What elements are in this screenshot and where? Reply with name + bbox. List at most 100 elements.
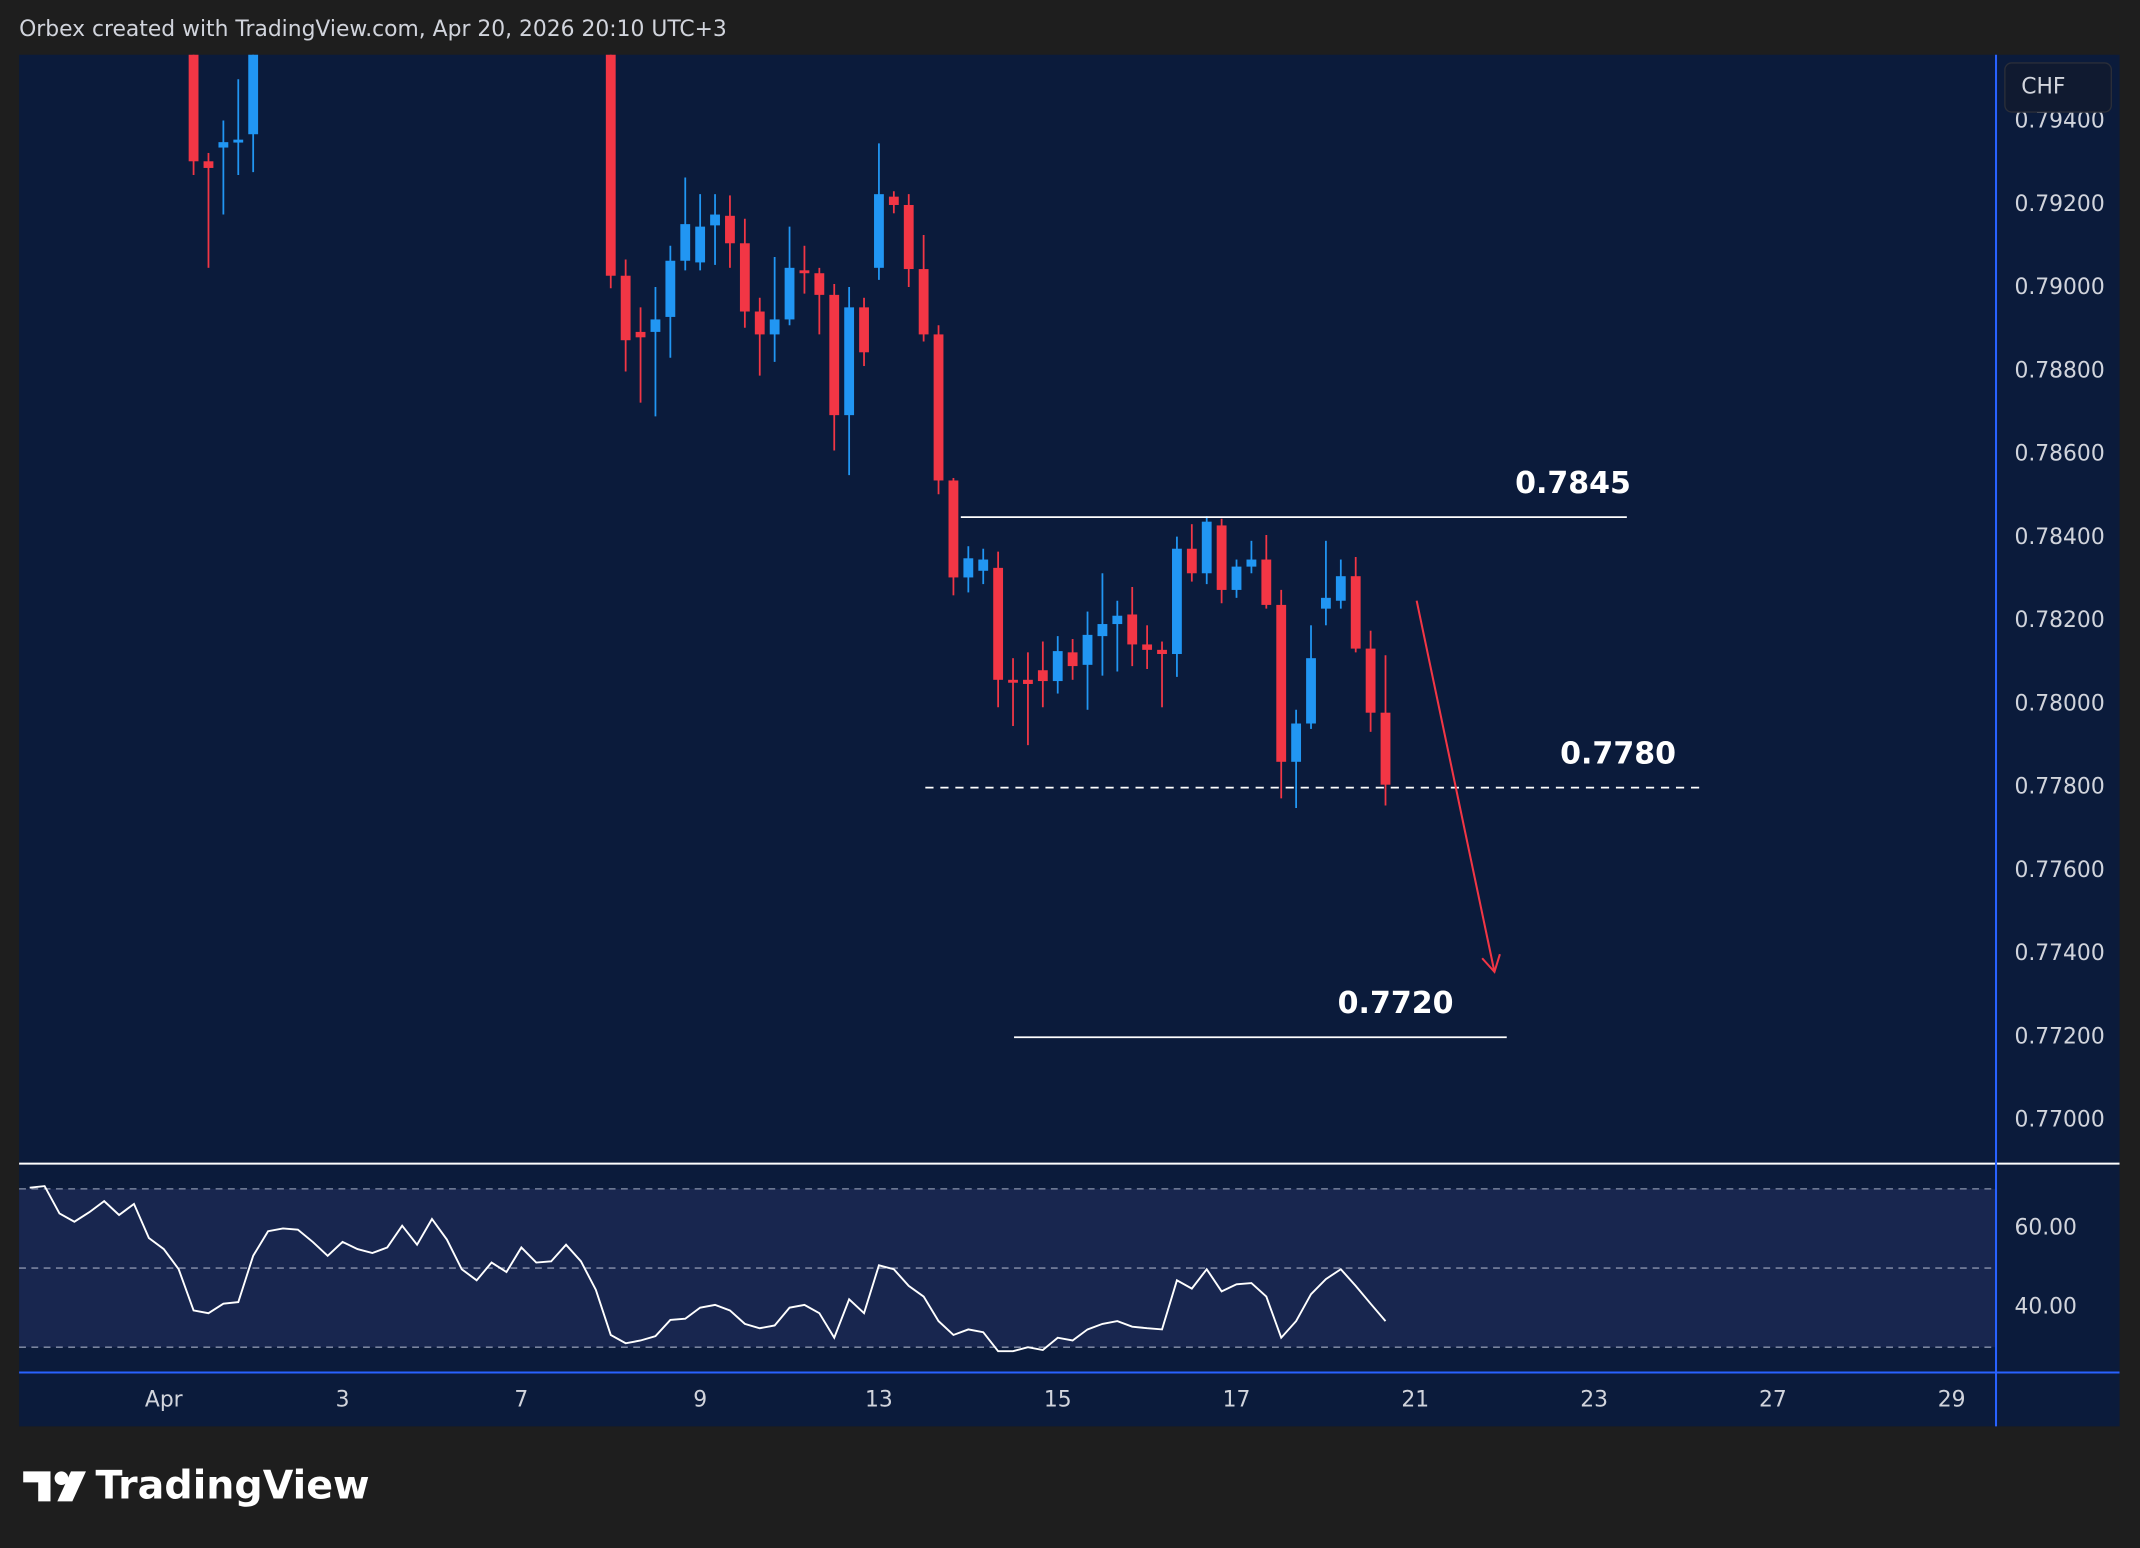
- candle-body: [218, 142, 229, 148]
- currency-box: [2004, 62, 2113, 113]
- candle-body: [814, 273, 825, 295]
- candle-body: [918, 269, 929, 335]
- candle-body: [769, 319, 780, 335]
- candle-body: [1246, 559, 1257, 567]
- x-tick-label: 21: [1401, 1387, 1429, 1412]
- logo-part: [23, 1471, 51, 1502]
- y-tick-label: 60.00: [2014, 1215, 2077, 1240]
- candle-body: [784, 267, 795, 320]
- rsi-band-layer: [19, 1188, 1996, 1348]
- candle-body: [1231, 566, 1242, 590]
- candle-body: [248, 54, 259, 135]
- x-tick-label: 23: [1580, 1387, 1608, 1412]
- candle-body: [710, 214, 720, 226]
- y-tick-label: 0.77200: [2014, 1024, 2104, 1049]
- candle-body: [1365, 648, 1376, 713]
- candle-body: [1112, 615, 1123, 625]
- y-tick-label: 0.79200: [2014, 192, 2104, 217]
- candle-body: [1008, 679, 1018, 683]
- candle-body: [1291, 723, 1302, 762]
- currency-label: CHF: [2021, 75, 2065, 100]
- annotation-layer: 0.7845 0.7780 0.7720: [925, 466, 1700, 1039]
- candle-body: [1335, 576, 1346, 601]
- candle-body: [859, 307, 869, 353]
- candle-body: [1380, 712, 1391, 785]
- logo-part: [57, 1471, 86, 1502]
- x-tick-label: 27: [1759, 1387, 1787, 1412]
- candle-body: [1127, 614, 1138, 645]
- candle-body: [1172, 548, 1182, 655]
- candle-body: [1082, 634, 1093, 665]
- candle-body: [1067, 652, 1078, 667]
- candle-body: [799, 270, 810, 274]
- level-label: 0.7845: [1515, 466, 1631, 501]
- level-label: 0.7720: [1338, 986, 1454, 1021]
- arrow: [1415, 600, 1496, 973]
- y-tick-label: 0.78200: [2014, 608, 2104, 633]
- rsi-layer: [29, 1185, 1387, 1353]
- candle-body: [1157, 649, 1167, 655]
- candle-body: [993, 567, 1004, 680]
- y-tick-label: 0.77400: [2014, 941, 2104, 966]
- y-tick-label: 0.77800: [2014, 775, 2104, 800]
- candle-body: [829, 294, 840, 416]
- candle-body: [948, 480, 959, 578]
- candle-body: [1201, 521, 1212, 574]
- candle-body: [963, 558, 974, 578]
- x-tick-label: 29: [1938, 1387, 1966, 1412]
- candle-body: [1261, 559, 1272, 605]
- y-tick-label: 0.79000: [2014, 275, 2104, 300]
- y-tick-label: 0.78000: [2014, 691, 2104, 716]
- candle-body: [874, 194, 884, 268]
- candle-body: [1142, 644, 1153, 650]
- candle-body: [888, 196, 899, 205]
- candles-layer: [188, 54, 1391, 808]
- candle-body: [1097, 624, 1108, 637]
- brand-name: TradingView: [96, 1462, 370, 1508]
- candle-body: [665, 260, 676, 317]
- candle-body: [680, 224, 691, 261]
- x-tick-label: 7: [514, 1387, 528, 1412]
- candle-body: [1037, 670, 1048, 682]
- candle-body: [725, 215, 735, 244]
- x-tick-label: 3: [336, 1387, 350, 1412]
- candle-body: [1350, 576, 1361, 649]
- axis-layer: Apr 3 7 9 13 15 17 21 23 27 29 0.79400 0.79200 0.7900…: [145, 109, 2105, 1413]
- logo: [23, 1471, 86, 1502]
- y-tick-label: 0.79400: [2014, 109, 2104, 134]
- arrow-head: [1481, 953, 1501, 974]
- candle-body: [933, 334, 944, 481]
- x-tick-label: Apr: [145, 1387, 183, 1412]
- y-tick-label: 0.78800: [2014, 358, 2104, 383]
- candle-body: [754, 311, 765, 335]
- y-tick-label: 0.77600: [2014, 858, 2104, 883]
- x-tick-label: 9: [693, 1387, 707, 1412]
- candle-body: [635, 331, 646, 338]
- level-label: 0.7780: [1560, 736, 1676, 771]
- x-tick-label: 17: [1223, 1387, 1251, 1412]
- candle-body: [188, 54, 199, 162]
- candle-body: [1320, 597, 1331, 609]
- x-tick-label: 13: [865, 1387, 893, 1412]
- candle-body: [1052, 651, 1063, 682]
- candle-body: [1023, 679, 1033, 684]
- candle-body: [978, 559, 989, 571]
- y-tick-label: 0.77000: [2014, 1108, 2104, 1133]
- candle-body: [739, 243, 750, 312]
- candle-body: [233, 139, 244, 143]
- candle-body: [695, 226, 706, 263]
- candle-body: [650, 319, 661, 332]
- candle-body: [605, 54, 616, 276]
- logo-part: [54, 1471, 69, 1486]
- candle-body: [620, 275, 631, 341]
- candle-body: [1216, 525, 1227, 590]
- candle-body: [1276, 604, 1287, 762]
- y-tick-label: 0.78400: [2014, 525, 2104, 550]
- header-text: Orbex created with TradingView.com, Apr …: [19, 17, 727, 42]
- candle-body: [903, 204, 914, 270]
- candle-body: [203, 161, 214, 168]
- candle-body: [844, 307, 855, 416]
- candle-body: [1306, 658, 1316, 724]
